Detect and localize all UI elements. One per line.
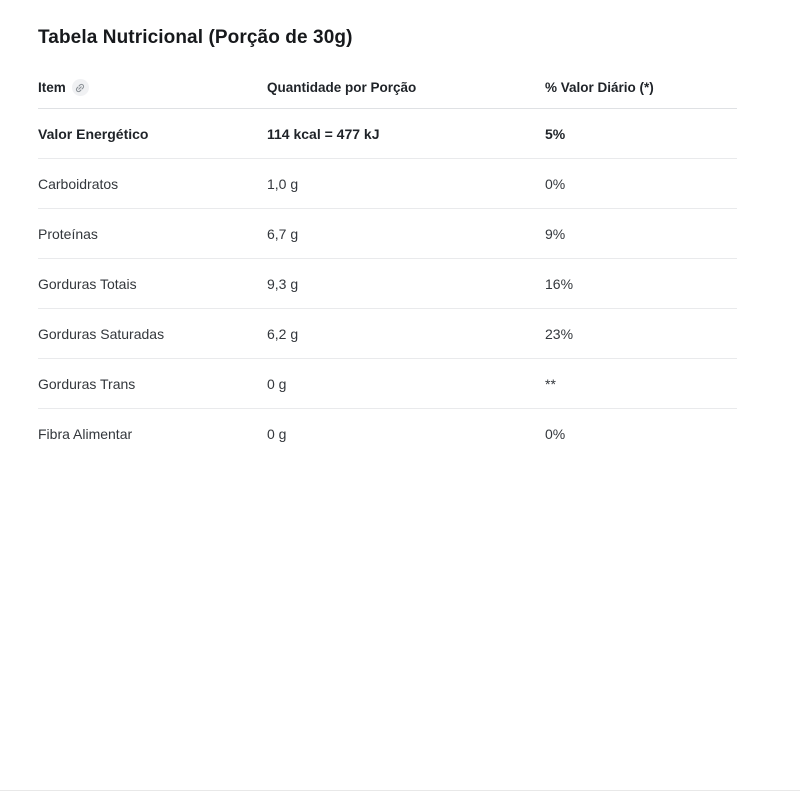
item-cell: Gorduras Trans bbox=[38, 375, 136, 392]
daily-value-cell: 9% bbox=[545, 225, 566, 242]
table-row-fiber: Fibra Alimentar 0 g 0% bbox=[38, 409, 737, 459]
item-cell: Proteínas bbox=[38, 225, 98, 242]
table-row-carbs: Carboidratos 1,0 g 0% bbox=[38, 159, 737, 209]
item-cell: Gorduras Totais bbox=[38, 275, 137, 292]
bottom-divider bbox=[0, 790, 800, 791]
daily-value-cell: 0% bbox=[545, 426, 566, 442]
column-header-item: Item bbox=[38, 79, 267, 96]
nutrition-panel: Tabela Nutricional (Porção de 30g) Item … bbox=[38, 0, 737, 459]
item-cell: Fibra Alimentar bbox=[38, 426, 133, 442]
table-row-energy: Valor Energético 114 kcal = 477 kJ 5% bbox=[38, 109, 737, 159]
table-row-saturated-fat: Gorduras Saturadas 6,2 g 23% bbox=[38, 309, 737, 359]
table-row-protein: Proteínas 6,7 g 9% bbox=[38, 209, 737, 259]
page-title: Tabela Nutricional (Porção de 30g) bbox=[38, 27, 353, 48]
table-header-row: Item Quantidade por Porção % Valor Diári… bbox=[38, 79, 737, 109]
quantity-cell: 0 g bbox=[267, 375, 287, 392]
daily-value-cell: 23% bbox=[545, 325, 574, 342]
quantity-cell: 6,7 g bbox=[267, 225, 299, 242]
quantity-cell: 9,3 g bbox=[267, 275, 299, 292]
quantity-cell: 1,0 g bbox=[267, 175, 299, 192]
column-header-daily-value: % Valor Diário (*) bbox=[545, 80, 654, 95]
table-row-total-fat: Gorduras Totais 9,3 g 16% bbox=[38, 259, 737, 309]
link-icon[interactable] bbox=[71, 79, 89, 96]
quantity-cell: 114 kcal = 477 kJ bbox=[267, 125, 380, 142]
quantity-cell: 6,2 g bbox=[267, 325, 299, 342]
quantity-cell: 0 g bbox=[267, 426, 287, 442]
daily-value-cell: ** bbox=[545, 375, 556, 392]
nutrition-table: Item Quantidade por Porção % Valor Diári… bbox=[38, 79, 737, 459]
column-header-item-label: Item bbox=[38, 80, 66, 95]
daily-value-cell: 0% bbox=[545, 175, 566, 192]
table-row-trans-fat: Gorduras Trans 0 g ** bbox=[38, 359, 737, 409]
column-header-quantity: Quantidade por Porção bbox=[267, 80, 417, 95]
daily-value-cell: 5% bbox=[545, 125, 566, 142]
daily-value-cell: 16% bbox=[545, 275, 574, 292]
item-cell: Gorduras Saturadas bbox=[38, 325, 165, 342]
item-cell: Carboidratos bbox=[38, 175, 119, 192]
item-cell: Valor Energético bbox=[38, 125, 149, 142]
